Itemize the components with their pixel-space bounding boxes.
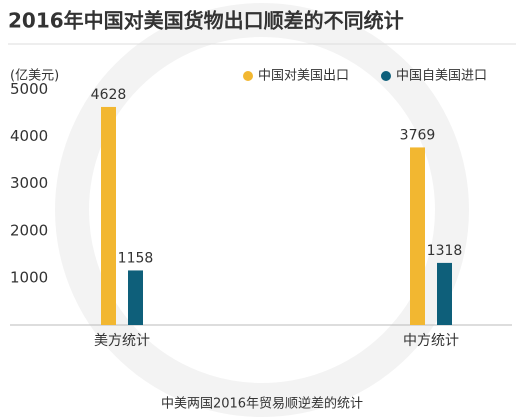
data-label: 3769	[400, 127, 436, 143]
y-tick-label: 5000	[10, 80, 48, 98]
bar	[437, 262, 452, 325]
y-tick-label: 1000	[10, 268, 48, 286]
bar	[128, 270, 143, 325]
data-label: 4628	[91, 87, 127, 103]
y-tick-label: 4000	[10, 127, 48, 145]
x-tick-label: 中方统计	[403, 333, 459, 349]
unit-label: (亿美元)	[10, 69, 59, 84]
legend-swatch	[381, 71, 391, 81]
y-tick-label: 2000	[10, 221, 48, 239]
y-tick-label: 3000	[10, 174, 48, 192]
legend-swatch	[243, 71, 253, 81]
bar	[410, 147, 425, 325]
x-tick-label: 美方统计	[94, 333, 150, 349]
caption: 中美两国2016年贸易顺逆差的统计	[161, 396, 363, 412]
data-label: 1318	[427, 243, 463, 259]
bar	[101, 106, 116, 325]
legend-label: 中国自美国进口	[396, 69, 487, 84]
data-label: 1158	[118, 250, 154, 266]
legend-label: 中国对美国出口	[258, 69, 349, 84]
watermark	[55, 3, 469, 417]
chart-title: 2016年中国对美国货物出口顺差的不同统计	[8, 9, 404, 33]
